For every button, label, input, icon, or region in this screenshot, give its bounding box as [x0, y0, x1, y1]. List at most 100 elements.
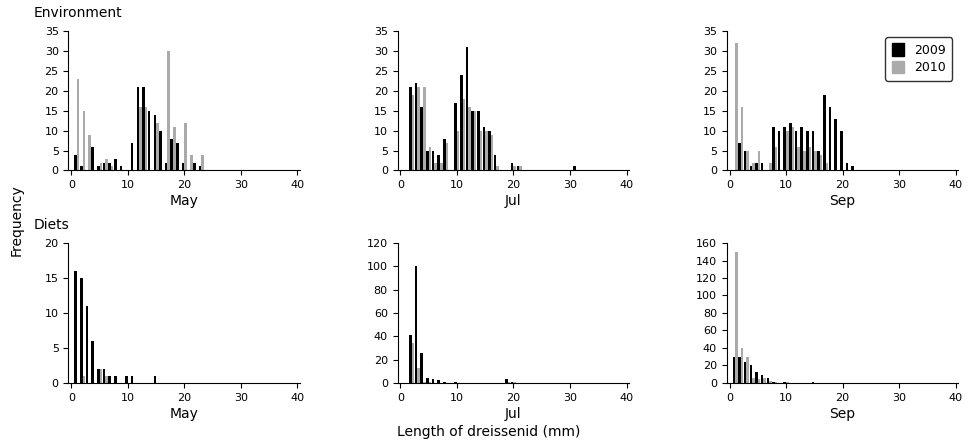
- Bar: [757, 379, 759, 383]
- Bar: [440, 162, 442, 170]
- Bar: [108, 376, 110, 383]
- Bar: [763, 378, 765, 383]
- Bar: [148, 110, 150, 170]
- Bar: [165, 162, 167, 170]
- Bar: [100, 162, 102, 170]
- Bar: [443, 381, 446, 383]
- Bar: [839, 131, 842, 170]
- Bar: [488, 131, 490, 170]
- Bar: [97, 369, 100, 383]
- X-axis label: May: May: [170, 194, 198, 209]
- Bar: [513, 166, 516, 170]
- Bar: [496, 166, 498, 170]
- Bar: [411, 95, 414, 170]
- Bar: [823, 95, 825, 170]
- Bar: [428, 381, 431, 383]
- Bar: [573, 166, 575, 170]
- Bar: [173, 127, 176, 170]
- Bar: [190, 154, 192, 170]
- Bar: [802, 150, 805, 170]
- Bar: [156, 123, 158, 170]
- Bar: [137, 87, 139, 170]
- Bar: [808, 147, 810, 170]
- Bar: [772, 382, 774, 383]
- Bar: [740, 106, 743, 170]
- Bar: [91, 147, 94, 170]
- Bar: [437, 154, 440, 170]
- Bar: [482, 127, 485, 170]
- Bar: [748, 365, 751, 383]
- Bar: [516, 166, 519, 170]
- Bar: [114, 376, 116, 383]
- Legend: 2009, 2010: 2009, 2010: [884, 37, 952, 81]
- Bar: [82, 110, 85, 170]
- Bar: [745, 356, 748, 383]
- Bar: [510, 162, 513, 170]
- Bar: [201, 154, 203, 170]
- Bar: [738, 356, 740, 383]
- Bar: [786, 382, 787, 383]
- Bar: [74, 271, 77, 383]
- Bar: [783, 382, 786, 383]
- Bar: [198, 166, 201, 170]
- Bar: [184, 123, 187, 170]
- Bar: [414, 266, 417, 383]
- Bar: [454, 103, 456, 170]
- Bar: [142, 87, 145, 170]
- Bar: [748, 166, 751, 170]
- Bar: [754, 372, 757, 383]
- Bar: [738, 143, 740, 170]
- Bar: [420, 106, 423, 170]
- Bar: [108, 162, 110, 170]
- Bar: [426, 378, 428, 383]
- Bar: [833, 119, 836, 170]
- Bar: [513, 381, 516, 383]
- Bar: [743, 150, 745, 170]
- Bar: [408, 335, 411, 383]
- Bar: [417, 368, 419, 383]
- Bar: [80, 278, 82, 383]
- Bar: [103, 369, 106, 383]
- Bar: [788, 123, 790, 170]
- Bar: [131, 376, 133, 383]
- Bar: [471, 110, 474, 170]
- Bar: [786, 131, 787, 170]
- Bar: [507, 381, 510, 383]
- Bar: [192, 162, 195, 170]
- Bar: [760, 162, 763, 170]
- Bar: [119, 166, 122, 170]
- Bar: [796, 147, 799, 170]
- Bar: [182, 162, 184, 170]
- Bar: [743, 362, 745, 383]
- Bar: [477, 110, 479, 170]
- Bar: [110, 166, 113, 170]
- Bar: [825, 162, 828, 170]
- Bar: [153, 114, 156, 170]
- Bar: [114, 158, 116, 170]
- Bar: [754, 162, 757, 170]
- Bar: [103, 162, 106, 170]
- Bar: [431, 379, 434, 383]
- Bar: [850, 166, 853, 170]
- Bar: [77, 79, 79, 170]
- Bar: [80, 166, 82, 170]
- Text: Diets: Diets: [33, 218, 69, 232]
- Bar: [774, 147, 777, 170]
- Bar: [88, 135, 91, 170]
- Bar: [760, 375, 763, 383]
- Bar: [751, 378, 754, 383]
- Bar: [100, 369, 102, 383]
- Bar: [735, 252, 737, 383]
- Bar: [735, 43, 737, 170]
- Bar: [106, 376, 107, 383]
- Bar: [437, 381, 440, 383]
- Bar: [423, 381, 425, 383]
- X-axis label: Sep: Sep: [828, 407, 855, 421]
- Bar: [97, 166, 100, 170]
- Bar: [414, 83, 417, 170]
- Bar: [167, 51, 170, 170]
- Bar: [845, 162, 847, 170]
- Bar: [510, 381, 513, 383]
- Bar: [772, 127, 774, 170]
- Text: Length of dreissenid (mm): Length of dreissenid (mm): [397, 425, 580, 439]
